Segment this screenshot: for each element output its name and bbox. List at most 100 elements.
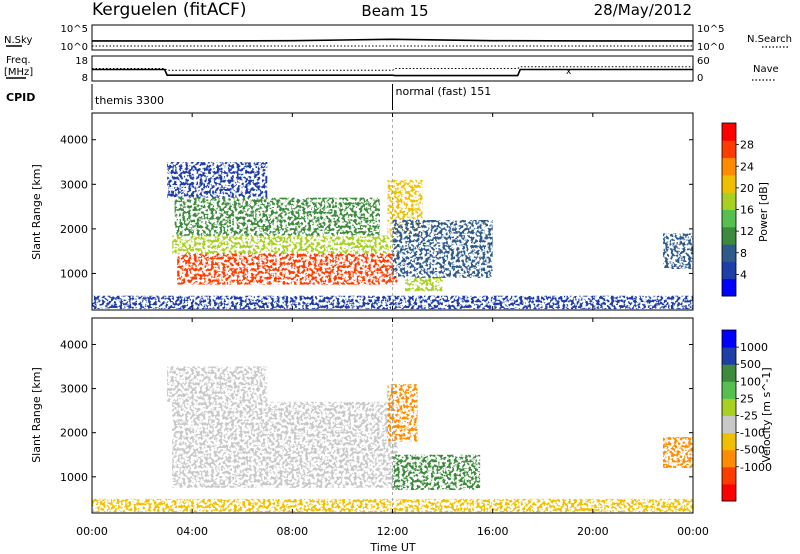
velocity-colorbar-swatch [722,398,736,416]
nsky-left-tick-bottom: 10^0 [61,42,88,53]
heatmap-region [172,401,398,488]
time-axis: 00:00 04:00 08:00 12:00 16:00 20:00 00:00 [76,113,709,538]
nsky-right-tick-bottom: 10^0 [697,42,724,53]
nave-right-tick-bottom: 0 [697,73,703,84]
nave-right-tick-top: 60 [697,56,710,67]
power-panel: 1000 2000 3000 4000 Slant Range [km] 4 8 12 16… [30,112,770,311]
freq-label: Freq. [6,55,31,66]
nsearch-label: N.Search [747,34,792,45]
heatmap-region [405,277,443,292]
time-axis-label: Time UT [369,541,415,554]
velocity-colorbar-tick: -25 [740,410,758,423]
power-colorbar-tick: 28 [740,139,754,152]
power-colorbar-tick: 16 [740,204,754,217]
velocity-colorbar-tick: 100 [740,375,761,388]
date-title: 28/May/2012 [594,1,692,19]
heatmap-region [387,384,418,442]
time-tick-label: 20:00 [577,525,609,538]
time-tick-label: 00:00 [677,525,709,538]
velocity-colorbar-tick: -1000 [740,461,772,474]
y-tick-label: 3000 [60,178,88,191]
time-tick-label: 16:00 [477,525,509,538]
y-tick-label: 1000 [60,471,88,484]
heatmap-region [167,366,268,402]
power-colorbar: 4 8 12 16 20 24 28 [721,122,754,297]
velocity-colorbar-label: Velocity [m s^-1] [760,367,773,462]
power-colorbar-tick: 24 [740,160,754,173]
velocity-colorbar-swatch [722,466,736,485]
velocity-colorbar-swatch [722,449,736,468]
nsky-label: N.Sky [4,35,32,46]
velocity-panel: 1000 2000 3000 4000 Slant Range [km] 1000 50… [30,317,773,514]
velocity-colorbar-tick: -500 [740,444,765,457]
power-colorbar-swatch [722,226,736,245]
power-colorbar-swatch [722,157,736,176]
nsky-left-tick-top: 10^5 [61,24,88,35]
heatmap-region [662,233,693,269]
power-colorbar-swatch [722,174,736,193]
heatmap-region [167,162,268,198]
power-colorbar-swatch [722,209,736,228]
velocity-colorbar-swatch [722,381,736,399]
cpid-segment-2: normal (fast) 151 [396,85,492,98]
cpid-label: CPID [6,91,35,104]
cpid-segment-1: themis 3300 [95,94,164,107]
velocity-colorbar-swatch [722,330,736,348]
heatmap-region [177,253,398,285]
freq-unit-label: [MHz] [4,67,33,78]
power-colorbar-tick: 20 [740,182,754,195]
power-colorbar-swatch [722,278,736,297]
power-colorbar-swatch [722,140,736,159]
heatmap-region [92,295,693,310]
heatmap-region [172,235,398,254]
velocity-y-axis-label: Slant Range [km] [30,367,43,463]
heatmap-region [662,437,693,468]
velocity-colorbar-swatch [722,432,736,451]
time-tick-label: 12:00 [377,525,409,538]
velocity-colorbar-swatch [722,364,736,382]
heatmap-region [392,219,493,278]
y-tick-label: 1000 [60,267,88,280]
time-tick-label: 04:00 [176,525,208,538]
power-colorbar-swatch [722,192,736,210]
y-tick-label: 3000 [60,383,88,396]
heatmap-region [392,454,481,491]
power-y-axis-label: Slant Range [km] [30,164,43,260]
power-colorbar-tick: 12 [740,225,754,238]
time-tick-label: 00:00 [76,525,108,538]
cpid-row: CPID themis 3300 normal (fast) 151 [6,84,491,110]
velocity-colorbar-swatch [722,415,736,434]
y-tick-label: 2000 [60,427,88,440]
frequency-panel: Freq. [MHz] 18 8 60 0 Nave x [4,55,779,84]
power-heatmap [92,113,693,310]
velocity-colorbar: 1000 500 100 25 -25 -100 -500 -1000 [721,329,772,502]
power-colorbar-label: Power [dB] [757,182,770,242]
velocity-colorbar-tick: 1000 [740,341,768,354]
time-tick-label: 08:00 [276,525,308,538]
freq-left-tick-top: 18 [75,56,88,67]
y-tick-label: 2000 [60,223,88,236]
velocity-colorbar-tick: -100 [740,427,765,440]
power-colorbar-tick: 4 [740,268,747,281]
velocity-colorbar-swatch [722,483,736,502]
nsky-right-tick-top: 10^5 [697,24,724,35]
y-tick-label: 4000 [60,134,88,147]
nsky-panel: N.Sky 10^5 10^0 10^5 10^0 N.Search [4,24,792,53]
heatmap-region [174,197,380,236]
nave-label: Nave [753,64,779,75]
freq-series-line [92,68,693,77]
beam-title: Beam 15 [361,2,428,20]
power-colorbar-swatch [722,123,736,141]
velocity-colorbar-tick: 25 [740,392,754,405]
nsky-series-line [92,38,693,42]
y-tick-label: 4000 [60,338,88,351]
nave-outlier-mark: x [566,67,572,77]
power-colorbar-swatch [722,244,736,262]
velocity-colorbar-swatch [722,347,736,365]
power-colorbar-tick: 8 [740,247,747,260]
velocity-heatmap [92,318,693,513]
velocity-colorbar-tick: 500 [740,358,761,371]
freq-left-tick-bottom: 8 [82,73,88,84]
power-colorbar-swatch [722,261,736,280]
